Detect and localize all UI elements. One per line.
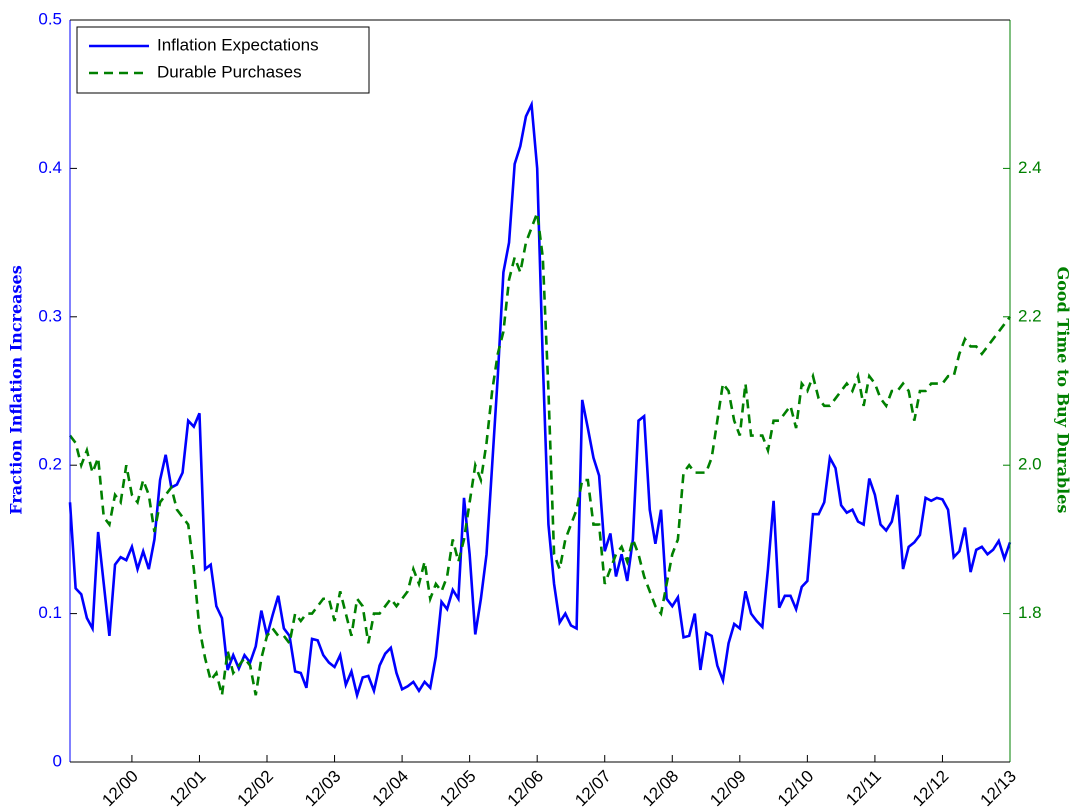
y-tick-label: 0.2 (38, 455, 62, 474)
y-tick-label: 0 (53, 751, 62, 770)
y-tick-label: 0.5 (38, 9, 62, 28)
y-tick-label: 0.1 (38, 603, 62, 622)
y-axis-label: Fraction Inflation Increases (7, 265, 26, 514)
y2-tick-label: 2.0 (1018, 455, 1042, 474)
legend-label: Durable Purchases (157, 62, 302, 81)
y2-tick-label: 2.4 (1018, 158, 1042, 177)
y2-tick-label: 2.2 (1018, 306, 1042, 325)
y2-axis-label: Good Time to Buy Durables (1054, 267, 1073, 514)
y-tick-label: 0.4 (38, 158, 62, 177)
legend-box (76, 26, 370, 94)
series-line (68, 212, 1012, 696)
y2-tick-label: 1.8 (1018, 603, 1042, 622)
y-tick-label: 0.3 (38, 306, 62, 325)
legend-label: Inflation Expectations (157, 35, 319, 54)
